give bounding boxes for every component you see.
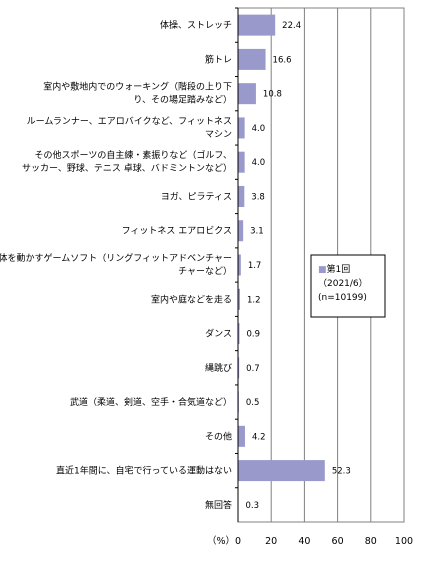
bar-5 (238, 185, 245, 207)
x-tick-label-80: 80 (365, 536, 377, 547)
bar-4 (238, 151, 245, 173)
value-label-12: 4.2 (252, 432, 266, 442)
value-label-9: 0.9 (246, 330, 260, 340)
bar-8 (238, 288, 240, 310)
category-label-4: その他スポーツの自主練・素振りなど（ゴルフ、サッカー、野球、テニス 卓球、バドミ… (22, 149, 232, 174)
legend-entry-2: (n=10199) (318, 293, 367, 303)
x-tick-label-60: 60 (332, 536, 344, 547)
legend-box (310, 254, 386, 318)
value-label-8: 1.2 (247, 295, 261, 305)
category-label-0: 体操、ストレッチ (160, 19, 232, 31)
category-label-3: ルームランナー、エアロバイクなど、フィットネスマシン (27, 116, 232, 140)
value-label-6: 3.1 (250, 227, 264, 237)
x-tick-label-0: 0 (235, 536, 241, 547)
value-labels: 22.4 16.6 10.8 4.0 4.0 3.8 3.1 1.7 1.2 0.9 0.7 0.5 4… (245, 21, 350, 511)
category-label-7: 体を動かすゲームソフト（リングフィットアドベンチャーチャーなど） (0, 252, 232, 277)
category-label-11: 武道（柔道、剣道、空手・合気道など） (70, 396, 232, 408)
category-label-9: ダンス (205, 328, 232, 340)
value-label-3: 4.0 (252, 124, 266, 134)
category-label-5: ヨガ、ピラティス (161, 191, 232, 202)
bar-7 (238, 254, 241, 276)
bar-9 (238, 323, 240, 345)
value-label-13: 52.3 (332, 467, 351, 477)
value-label-10: 0.7 (246, 364, 260, 374)
value-label-14: 0.3 (245, 501, 259, 511)
category-label-2: 室内や敷地内でのウォーキング（階段の上り下り、その場足踏みなど） (43, 81, 232, 106)
bar-3 (238, 117, 245, 139)
x-tick-label-20: 20 (265, 536, 277, 547)
bar-13 (238, 460, 325, 482)
value-label-0: 22.4 (282, 21, 301, 31)
x-tick-label-40: 40 (298, 536, 310, 547)
legend-entry-0: ■第1回 (318, 263, 350, 275)
category-label-10: 縄跳び (205, 362, 232, 374)
category-labels: 体操、ストレッチ筋トレ室内や敷地内でのウォーキング（階段の上り下り、その場足踏み… (0, 19, 232, 511)
category-label-14: 無回答 (205, 499, 232, 511)
bar-0 (238, 14, 276, 36)
x-axis: 0 20 40 60 80 100 （%） (207, 7, 413, 547)
value-label-11: 0.5 (246, 398, 260, 408)
category-label-12: その他 (205, 430, 232, 442)
bar-12 (238, 425, 245, 447)
bar-10 (238, 357, 240, 379)
bars (238, 14, 325, 516)
x-tick-label-100: 100 (395, 536, 413, 547)
category-label-8: 室内や庭などを走る (151, 293, 232, 305)
unit-label: （%） (207, 535, 235, 547)
legend-entry-1: （2021/6） (318, 278, 368, 289)
category-label-1: 筋トレ (205, 53, 232, 65)
category-label-13: 直近1年間に、自宅で行っている運動はない (56, 465, 232, 477)
legend: ■第1回 （2021/6） (n=10199) (310, 254, 386, 318)
value-label-1: 16.6 (273, 55, 292, 65)
value-label-4: 4.0 (252, 158, 266, 168)
value-label-5: 3.8 (251, 192, 265, 202)
value-label-2: 10.8 (263, 90, 282, 100)
bar-6 (238, 220, 244, 242)
value-label-7: 1.7 (248, 261, 262, 271)
bar-1 (238, 48, 266, 70)
category-label-6: フィットネス エアロビクス (122, 226, 232, 237)
bar-2 (238, 83, 256, 105)
